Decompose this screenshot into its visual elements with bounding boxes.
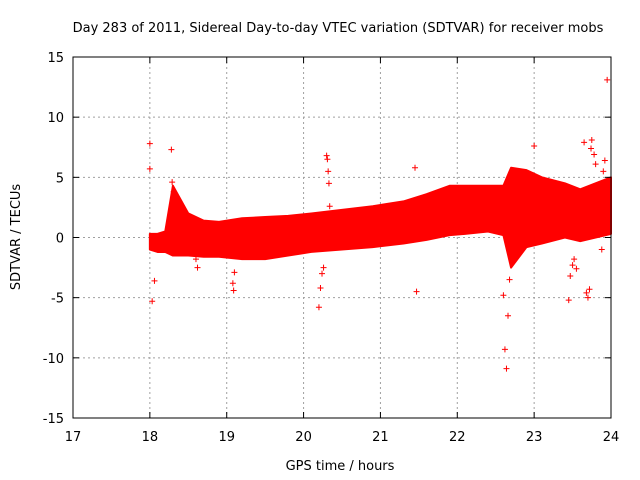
data-point	[505, 312, 512, 319]
data-point	[573, 265, 580, 272]
data-point	[604, 76, 611, 83]
data-point	[600, 168, 607, 175]
y-tick-label: 0	[56, 232, 64, 247]
data-point	[194, 264, 201, 271]
data-point	[583, 289, 590, 296]
chart-title: Day 283 of 2011, Sidereal Day-to-day VTE…	[73, 21, 604, 36]
data-point	[586, 286, 593, 293]
data-point	[569, 262, 576, 269]
data-point	[325, 180, 332, 187]
x-tick-label: 24	[603, 430, 620, 445]
x-tick-label: 22	[449, 430, 466, 445]
data-point	[531, 143, 538, 150]
data-point	[506, 276, 513, 283]
data-point	[567, 273, 574, 280]
data-point	[591, 151, 598, 158]
y-tick-label: -10	[43, 352, 64, 367]
y-tick-label: 5	[56, 171, 64, 186]
y-tick-label: -15	[43, 412, 64, 427]
data-point	[598, 246, 605, 253]
data-point	[323, 152, 330, 159]
data-point	[317, 285, 324, 292]
data-point	[168, 146, 175, 153]
data-points	[146, 76, 611, 372]
data-point	[231, 269, 238, 276]
data-point	[229, 280, 236, 287]
data-point	[151, 277, 158, 284]
data-point	[230, 287, 237, 294]
x-tick-label: 18	[142, 430, 159, 445]
data-point	[581, 139, 588, 146]
data-point	[500, 292, 507, 299]
x-tick-label: 19	[218, 430, 235, 445]
data-point	[588, 137, 595, 144]
data-point	[588, 145, 595, 152]
data-point	[324, 156, 331, 163]
data-point	[601, 157, 608, 164]
data-point	[571, 256, 578, 263]
data-point	[325, 168, 332, 175]
x-tick-label: 23	[526, 430, 543, 445]
data-point	[146, 165, 153, 172]
data-point	[319, 270, 326, 277]
data-point	[169, 179, 176, 186]
data-point	[413, 288, 420, 295]
y-axis-label: SDTVAR / TECUs	[9, 184, 24, 291]
data-point	[315, 304, 322, 311]
y-tick-label: 10	[47, 111, 64, 126]
data-point	[412, 164, 419, 171]
data-point	[584, 294, 591, 301]
data-point	[565, 297, 572, 304]
x-tick-label: 21	[372, 430, 389, 445]
x-tick-label: 17	[65, 430, 82, 445]
axis-ticks: 17 18 19 20 21 22 23 24 -15 -10 -5 0 5 10 15	[43, 51, 620, 445]
data-point	[326, 203, 333, 210]
data-point	[149, 298, 156, 305]
data-point	[592, 161, 599, 168]
data-point	[146, 140, 153, 147]
data-point	[192, 256, 199, 263]
y-tick-label: 15	[47, 51, 64, 66]
data-point	[170, 188, 177, 195]
data-point	[501, 346, 508, 353]
data-point	[320, 264, 327, 271]
y-tick-label: -5	[51, 292, 64, 307]
x-axis-label: GPS time / hours	[286, 459, 395, 474]
x-tick-label: 20	[295, 430, 312, 445]
data-point	[503, 365, 510, 372]
